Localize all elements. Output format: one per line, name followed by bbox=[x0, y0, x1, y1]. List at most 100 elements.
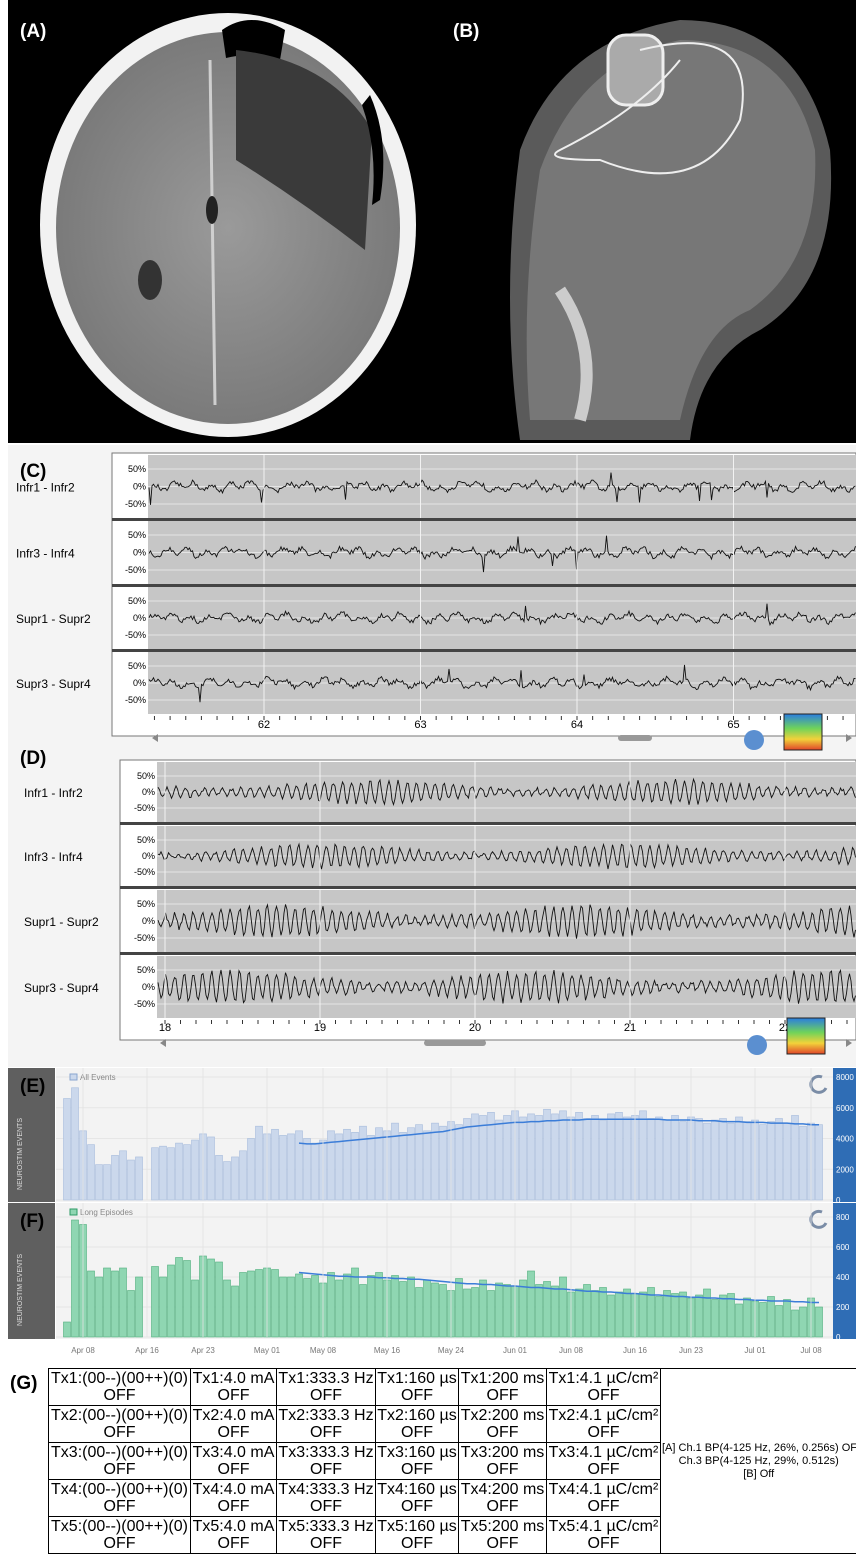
table-cell: Tx1:(00--)(00++)(0)OFF bbox=[49, 1369, 191, 1406]
channel-label: Infr3 - Infr4 bbox=[16, 547, 75, 561]
cell-line: OFF bbox=[377, 1535, 457, 1552]
legend-label: Long Episodes bbox=[80, 1208, 133, 1217]
cell-line: OFF bbox=[50, 1535, 189, 1552]
x-tick-label: Jun 23 bbox=[679, 1346, 704, 1355]
table-cell: Tx4:4.1 µC/cm²OFF bbox=[547, 1480, 661, 1517]
bar bbox=[96, 1277, 103, 1337]
amplitude-tick-label: 50% bbox=[137, 899, 155, 909]
bar bbox=[64, 1322, 71, 1337]
cell-line: OFF bbox=[548, 1424, 659, 1441]
row-separator bbox=[112, 649, 856, 652]
table-cell: Tx5:333.3 HzOFF bbox=[277, 1517, 376, 1554]
cell-line: Tx1:160 µs bbox=[377, 1370, 457, 1387]
bar bbox=[544, 1109, 551, 1200]
bar bbox=[608, 1295, 615, 1337]
detection-line: [B] Off bbox=[662, 1468, 856, 1481]
bar bbox=[576, 1289, 583, 1337]
cell-line: Tx2:200 ms bbox=[460, 1407, 545, 1424]
bar bbox=[432, 1123, 439, 1200]
bar bbox=[552, 1114, 559, 1200]
bar bbox=[72, 1088, 79, 1200]
cell-line: Tx4:4.0 mA bbox=[192, 1481, 275, 1498]
x-tick-label: 63 bbox=[414, 719, 426, 731]
bar bbox=[336, 1134, 343, 1200]
y-tick-label: 2000 bbox=[836, 1165, 854, 1174]
bar bbox=[72, 1220, 79, 1337]
table-cell: Tx2:200 msOFF bbox=[459, 1406, 547, 1443]
bar bbox=[704, 1123, 711, 1200]
table-row: Tx1:(00--)(00++)(0)OFFTx1:4.0 mA OFF Tx1:3… bbox=[49, 1369, 856, 1406]
bar bbox=[288, 1277, 295, 1337]
bar bbox=[440, 1285, 447, 1338]
y-tick-label: 0 bbox=[836, 1333, 841, 1342]
amplitude-tick-label: 0% bbox=[133, 482, 146, 492]
bar bbox=[280, 1277, 287, 1337]
bar bbox=[424, 1280, 431, 1337]
bar bbox=[472, 1288, 479, 1338]
bar bbox=[624, 1117, 631, 1200]
y-axis-title: NEUROSTIM EVENTS bbox=[17, 1118, 24, 1190]
spectrogram-thumb[interactable] bbox=[784, 714, 822, 750]
bar bbox=[360, 1285, 367, 1338]
x-tick-label: 65 bbox=[727, 719, 739, 731]
bar bbox=[696, 1119, 703, 1200]
cell-line: OFF bbox=[460, 1424, 545, 1441]
bar bbox=[64, 1099, 71, 1200]
panel-label: (D) bbox=[20, 748, 46, 769]
panel-label: (A) bbox=[20, 21, 46, 42]
detection-cell: [A] Ch.1 BP(4-125 Hz, 26%, 0.256s) OFFCh… bbox=[661, 1369, 856, 1554]
cell-line: Tx1:4.0 mA bbox=[192, 1370, 275, 1387]
cell-line: Tx3:(00--)(00++)(0) bbox=[50, 1444, 189, 1461]
cell-line: Tx5:160 µs bbox=[377, 1518, 457, 1535]
table-cell: Tx3:333.3 HzOFF bbox=[277, 1443, 376, 1480]
y-axis-title: NEUROSTIM EVENTS bbox=[17, 1254, 24, 1326]
table-cell: Tx2:333.3 HzOFF bbox=[277, 1406, 376, 1443]
bar bbox=[496, 1283, 503, 1337]
amplitude-tick-label: 0% bbox=[142, 787, 155, 797]
bar bbox=[672, 1115, 679, 1200]
scroll-thumb[interactable] bbox=[618, 735, 652, 741]
spectrogram-thumb[interactable] bbox=[787, 1018, 825, 1054]
bar bbox=[208, 1259, 215, 1337]
bar bbox=[280, 1135, 287, 1200]
cell-line: OFF bbox=[548, 1387, 659, 1404]
table-cell: Tx3:(00--)(00++)(0)OFF bbox=[49, 1443, 191, 1480]
bar bbox=[760, 1125, 767, 1200]
cell-line: Tx2:160 µs bbox=[377, 1407, 457, 1424]
channel-label: Supr3 - Supr4 bbox=[24, 981, 99, 995]
amplitude-tick-label: 0% bbox=[133, 613, 146, 623]
cell-line: OFF bbox=[278, 1535, 374, 1552]
info-icon[interactable] bbox=[747, 1035, 767, 1055]
channel-label: Supr1 - Supr2 bbox=[16, 612, 91, 626]
cell-line: OFF bbox=[460, 1535, 545, 1552]
cell-line: OFF bbox=[460, 1498, 545, 1515]
cell-line: Tx4:200 ms bbox=[460, 1481, 545, 1498]
bar bbox=[576, 1112, 583, 1200]
channel-label: Infr1 - Infr2 bbox=[16, 481, 75, 495]
bar bbox=[616, 1112, 623, 1200]
bar bbox=[768, 1297, 775, 1338]
amplitude-tick-label: -50% bbox=[134, 803, 155, 813]
bar bbox=[464, 1289, 471, 1337]
bar bbox=[416, 1125, 423, 1200]
bar bbox=[536, 1115, 543, 1200]
info-icon[interactable] bbox=[744, 730, 764, 750]
bar bbox=[624, 1289, 631, 1337]
bar bbox=[88, 1145, 95, 1200]
scroll-thumb[interactable] bbox=[424, 1040, 486, 1046]
bar bbox=[456, 1279, 463, 1338]
bar bbox=[312, 1276, 319, 1338]
bar bbox=[480, 1115, 487, 1200]
bar bbox=[152, 1148, 159, 1200]
cell-line: Tx4:4.1 µC/cm² bbox=[548, 1481, 659, 1498]
x-tick-label: Jun 08 bbox=[559, 1346, 584, 1355]
bar bbox=[96, 1165, 103, 1200]
cell-line: Tx1:200 ms bbox=[460, 1370, 545, 1387]
bar bbox=[528, 1114, 535, 1200]
y-tick-label: 400 bbox=[836, 1273, 850, 1282]
amplitude-tick-label: -50% bbox=[125, 565, 146, 575]
channel-label: Supr3 - Supr4 bbox=[16, 677, 91, 691]
bar bbox=[248, 1271, 255, 1337]
cell-line: Tx1:333.3 Hz bbox=[278, 1370, 374, 1387]
